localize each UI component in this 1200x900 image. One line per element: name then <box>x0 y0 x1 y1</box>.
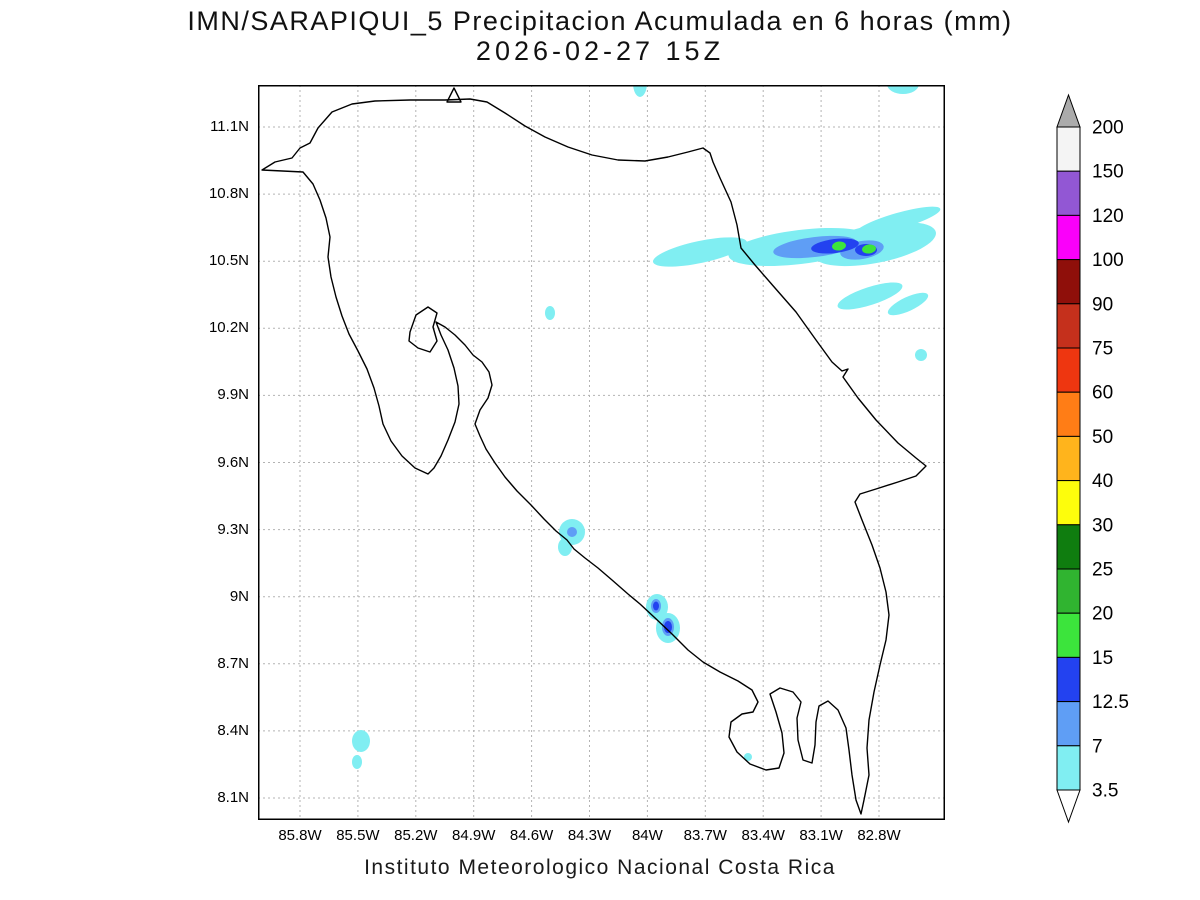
lon-tick-label: 83.4W <box>741 827 785 844</box>
colorbar-tick-label: 15 <box>1092 648 1113 669</box>
lat-tick-label: 9N <box>229 587 249 605</box>
precip-patch-cyan <box>633 85 647 97</box>
colorbar-segment <box>1056 347 1081 393</box>
lat-tick-label: 10.5N <box>208 252 249 270</box>
precip-patch-cyan <box>887 292 929 316</box>
lon-tick-label: 85.2W <box>394 827 438 844</box>
costa-rica-outline <box>261 98 927 815</box>
colorbar-segment <box>1056 391 1081 437</box>
precip-patch-cyan <box>887 85 919 94</box>
colorbar-tick-label: 100 <box>1092 250 1124 271</box>
lat-tick-label: 9.3N <box>217 520 249 538</box>
precip-patch-darkblue <box>653 601 659 611</box>
precip-patch-cyan <box>652 237 748 267</box>
map-plot <box>258 85 945 820</box>
colorbar-segment <box>1056 126 1081 172</box>
colorbar-tick-label: 75 <box>1092 339 1113 360</box>
colorbar-tick-label: 200 <box>1092 118 1124 139</box>
colorbar-segment <box>1056 480 1081 526</box>
colorbar-segment <box>1056 656 1081 703</box>
precip-patch-darkblue <box>664 621 672 633</box>
precip-patch-cyan <box>915 349 927 361</box>
footer-text: Instituto Meteorologico Nacional Costa R… <box>364 856 836 879</box>
colorbar-segment <box>1056 214 1081 261</box>
lon-tick-label: 85.8W <box>278 827 322 844</box>
colorbar-segment <box>1056 524 1081 570</box>
colorbar-tick-label: 30 <box>1092 515 1113 536</box>
lat-tick-label: 10.8N <box>208 185 249 203</box>
colorbar-tick-label: 40 <box>1092 471 1113 492</box>
colorbar-tick-label: 25 <box>1092 560 1113 581</box>
colorbar-tick-label: 50 <box>1092 427 1113 448</box>
chart-subtitle: 2026-02-27 15Z <box>475 36 725 66</box>
colorbar-segment <box>1056 612 1081 658</box>
gulf-island-outline <box>408 306 438 353</box>
precip-patch-green <box>832 241 846 251</box>
precip-patch-cyan <box>352 730 370 752</box>
colorbar-segment <box>1056 435 1081 482</box>
lon-tick-label: 84W <box>631 827 663 844</box>
grid-lines <box>258 85 945 820</box>
lat-tick-label: 8.7N <box>217 654 249 672</box>
colorbar-segment <box>1056 568 1081 614</box>
colorbar-tick-label: 150 <box>1092 162 1124 183</box>
precip-patch-cyan <box>352 755 362 769</box>
colorbar-segment <box>1056 170 1081 216</box>
colorbar-over-arrow <box>1056 93 1081 128</box>
lon-tick-label: 84.6W <box>509 827 554 844</box>
lon-tick-label: 83.7W <box>683 827 727 844</box>
colorbar-tick-label: 3.5 <box>1092 781 1118 802</box>
precip-patch-green <box>862 244 876 254</box>
colorbar-segment <box>1056 745 1081 791</box>
precip-patch-cyan <box>855 206 941 236</box>
lon-tick-label: 84.3W <box>567 827 612 844</box>
lon-tick-label: 83.1W <box>799 827 843 844</box>
colorbar-under-arrow <box>1056 789 1081 824</box>
lon-tick-label: 82.8W <box>857 827 901 844</box>
lon-tick-label: 85.5W <box>336 827 380 844</box>
lat-tick-label: 10.2N <box>208 319 249 337</box>
precip-patch-cyan <box>558 538 572 556</box>
lat-tick-label: 11.1N <box>210 118 249 135</box>
colorbar-segment <box>1056 701 1081 747</box>
colorbar-tick-label: 60 <box>1092 383 1113 404</box>
precip-patch-cyan <box>545 306 555 320</box>
colorbar-tick-label: 90 <box>1092 294 1113 315</box>
colorbar: 200 150 120 100 90 75 60 50 40 30 25 20 15 12.5 7 3.5 <box>1056 93 1129 824</box>
colorbar-segment <box>1056 259 1081 305</box>
lat-tick-label: 9.6N <box>217 453 249 471</box>
colorbar-tick-label: 12.5 <box>1092 692 1129 713</box>
lake-island-triangle <box>446 87 462 103</box>
lat-tick-label: 9.9N <box>217 386 249 404</box>
precip-patch-cyan <box>744 753 752 761</box>
lon-tick-label: 84.9W <box>452 827 496 844</box>
precip-patch-cyan <box>837 282 903 310</box>
colorbar-tick-label: 7 <box>1092 736 1103 757</box>
colorbar-tick-label: 120 <box>1092 206 1124 227</box>
colorbar-tick-label: 20 <box>1092 604 1113 625</box>
plot-border <box>258 85 945 820</box>
colorbar-segment <box>1056 303 1081 349</box>
lat-tick-label: 8.4N <box>217 721 249 739</box>
precip-patch-blue <box>567 527 577 537</box>
lat-tick-label: 8.1N <box>217 789 249 806</box>
chart-title: IMN/SARAPIQUI_5 Precipitacion Acumulada … <box>187 6 1013 36</box>
precipitation-shading <box>352 85 941 769</box>
